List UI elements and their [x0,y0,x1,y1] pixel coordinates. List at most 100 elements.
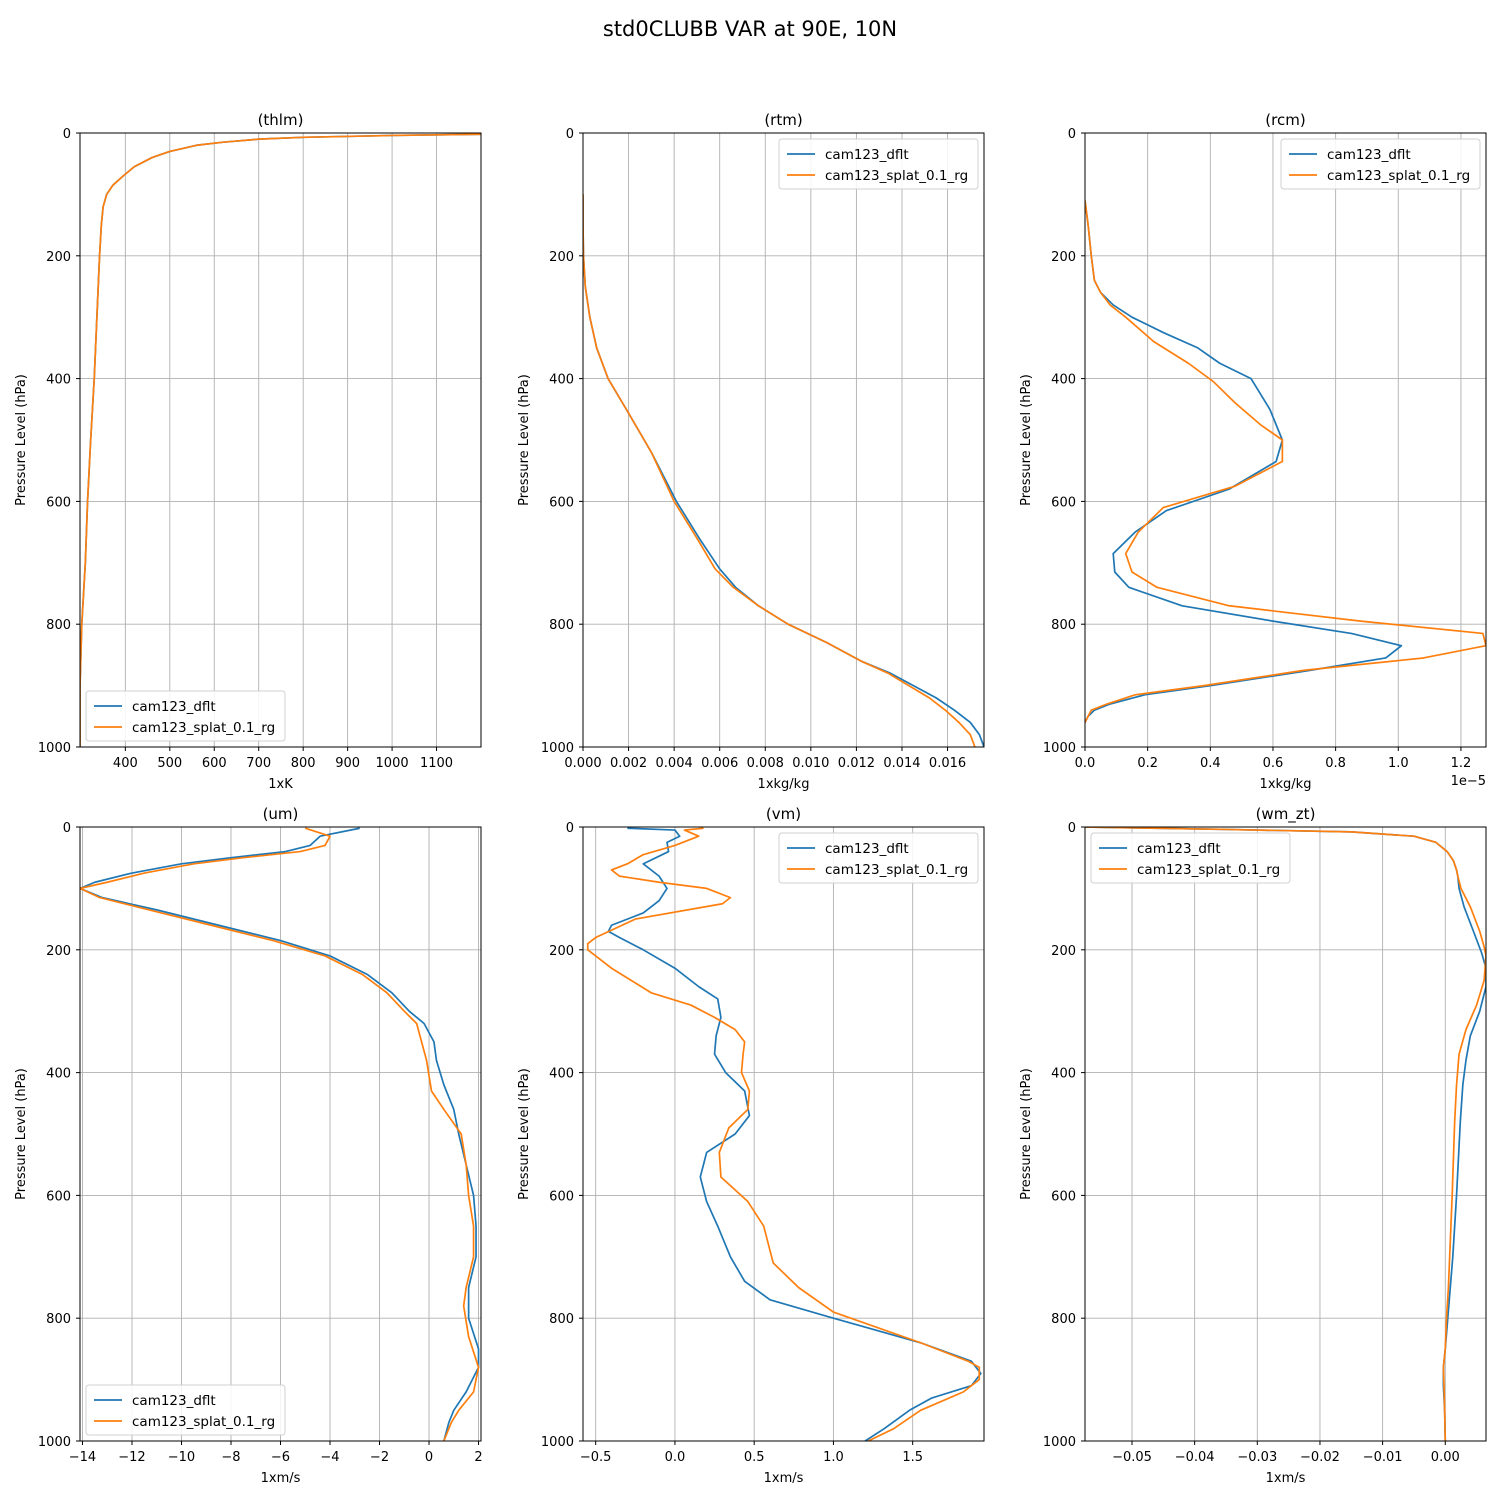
panel-title: (vm) [766,805,801,823]
x-tick-label: −0.03 [1237,1450,1277,1465]
x-tick-label: 2 [474,1450,482,1465]
x-tick-label: 400 [113,756,138,771]
y-axis-label: Pressure Level (hPa) [1019,1068,1034,1200]
y-tick-label: 200 [46,250,71,265]
y-tick-label: 0 [1068,127,1076,142]
legend: cam123_dflt cam123_splat_0.1_rg [778,832,979,884]
x-tick-label: −2 [370,1450,389,1465]
x-tick-label: 0.6 [1263,756,1284,771]
x-tick-label: 1.0 [823,1450,844,1465]
x-tick-label: 0.8 [1325,756,1346,771]
x-tick-label: 700 [246,756,271,771]
x-axis-label: 1xkg/kg [1260,777,1312,792]
y-tick-label: 600 [1051,1189,1076,1204]
y-tick-label: 600 [46,495,71,510]
legend-frame [85,1384,286,1436]
x-tick-label: 0.014 [883,756,920,771]
y-tick-label: 600 [549,495,574,510]
x-tick-label: −4 [320,1450,339,1465]
x-tick-label: −0.01 [1363,1450,1403,1465]
series-line-cam123-splat-0-1-rg [1085,200,1486,723]
legend-frame [778,138,979,190]
y-tick-label: 1000 [1043,741,1076,756]
y-tick-label: 800 [46,1312,71,1327]
legend-label: cam123_dflt [1137,841,1221,857]
x-offset-label: 1e−5 [1451,774,1486,789]
x-tick-label: 600 [202,756,227,771]
axes-frame [1084,826,1487,1442]
legend: cam123_dflt cam123_splat_0.1_rg [1090,832,1291,884]
x-tick-label: 0.4 [1200,756,1221,771]
series-line-cam123-dflt [1085,200,1403,723]
y-tick-label: 800 [1051,618,1076,633]
legend-label: cam123_splat_0.1_rg [132,720,275,736]
legend: cam123_dflt cam123_splat_0.1_rg [778,138,979,190]
x-tick-label: 0.010 [792,756,829,771]
x-tick-label: 1100 [420,756,453,771]
panel-thlm: 400 500 600 700 800 900 1000 1100 0 200 400 600 800 1… [14,111,482,792]
axes-frame [79,132,482,748]
y-tick-label: 800 [549,1312,574,1327]
y-tick-label: 1000 [1043,1435,1076,1450]
x-tick-label: 800 [291,756,316,771]
x-tick-label: −14 [69,1450,96,1465]
legend-label: cam123_splat_0.1_rg [132,1414,275,1430]
y-axis-label: Pressure Level (hPa) [517,374,532,506]
x-tick-label: −0.04 [1175,1450,1215,1465]
x-tick-label: 0.000 [564,756,601,771]
series-line-cam123-dflt [80,827,480,1441]
legend-label: cam123_dflt [132,699,216,715]
y-tick-label: 600 [46,1189,71,1204]
panel-title: (um) [263,805,299,823]
x-tick-label: 0.2 [1137,756,1158,771]
legend-label: cam123_dflt [132,1393,216,1409]
y-tick-label: 400 [1051,373,1076,388]
y-axis-label: Pressure Level (hPa) [1019,374,1034,506]
legend-label: cam123_splat_0.1_rg [825,862,968,878]
x-tick-label: 900 [335,756,360,771]
x-axis-label: 1xm/s [764,1471,804,1486]
x-tick-label: 1.2 [1451,756,1472,771]
y-tick-label: 200 [549,944,574,959]
y-tick-label: 200 [1051,944,1076,959]
y-tick-label: 600 [549,1189,574,1204]
x-tick-label: 0.5 [744,1450,765,1465]
x-tick-label: 0.008 [747,756,784,771]
panel-rtm: 0.000 0.002 0.004 0.006 0.008 0.010 0.012 0.014… [517,111,985,792]
panel-title: (rcm) [1265,111,1305,129]
x-tick-label: −6 [271,1450,290,1465]
legend: cam123_dflt cam123_splat_0.1_rg [85,690,286,742]
x-axis-label: 1xK [268,777,293,792]
legend-label: cam123_dflt [825,147,909,163]
panel-title: (thlm) [258,111,304,129]
x-tick-label: −0.5 [580,1450,612,1465]
y-tick-label: 1000 [541,1435,574,1450]
y-tick-label: 800 [1051,1312,1076,1327]
legend-frame [1090,832,1291,884]
x-tick-label: 0.004 [656,756,693,771]
x-tick-label: −10 [168,1450,195,1465]
x-tick-label: −12 [118,1450,145,1465]
y-tick-label: 200 [1051,250,1076,265]
x-tick-label: −0.02 [1300,1450,1340,1465]
panel-wm-zt: −0.05 −0.04 −0.03 −0.02 −0.01 0.00 0 200 400 600 8… [1019,805,1487,1486]
x-tick-label: −8 [221,1450,240,1465]
x-tick-label: 1000 [376,756,409,771]
x-tick-label: −0.05 [1112,1450,1152,1465]
panel-vm: −0.5 0.0 0.5 1.0 1.5 0 200 400 600 800 1000 (vm) 1xm… [517,805,985,1486]
y-axis-label: Pressure Level (hPa) [14,374,29,506]
series-line-cam123-splat-0-1-rg [1085,827,1486,1441]
legend-frame [1280,138,1481,190]
series-line-cam123-splat-0-1-rg [80,827,480,1441]
y-tick-label: 0 [63,127,71,142]
legend-frame [85,690,286,742]
axes-frame [582,132,985,748]
y-tick-label: 600 [1051,495,1076,510]
panels: 400 500 600 700 800 900 1000 110002004006008001… [14,111,1487,1486]
panel-title: (wm_zt) [1256,805,1316,824]
panel-title: (rtm) [764,111,802,129]
axes-frame [582,826,985,1442]
x-tick-label: 0.016 [929,756,966,771]
y-tick-label: 800 [549,618,574,633]
